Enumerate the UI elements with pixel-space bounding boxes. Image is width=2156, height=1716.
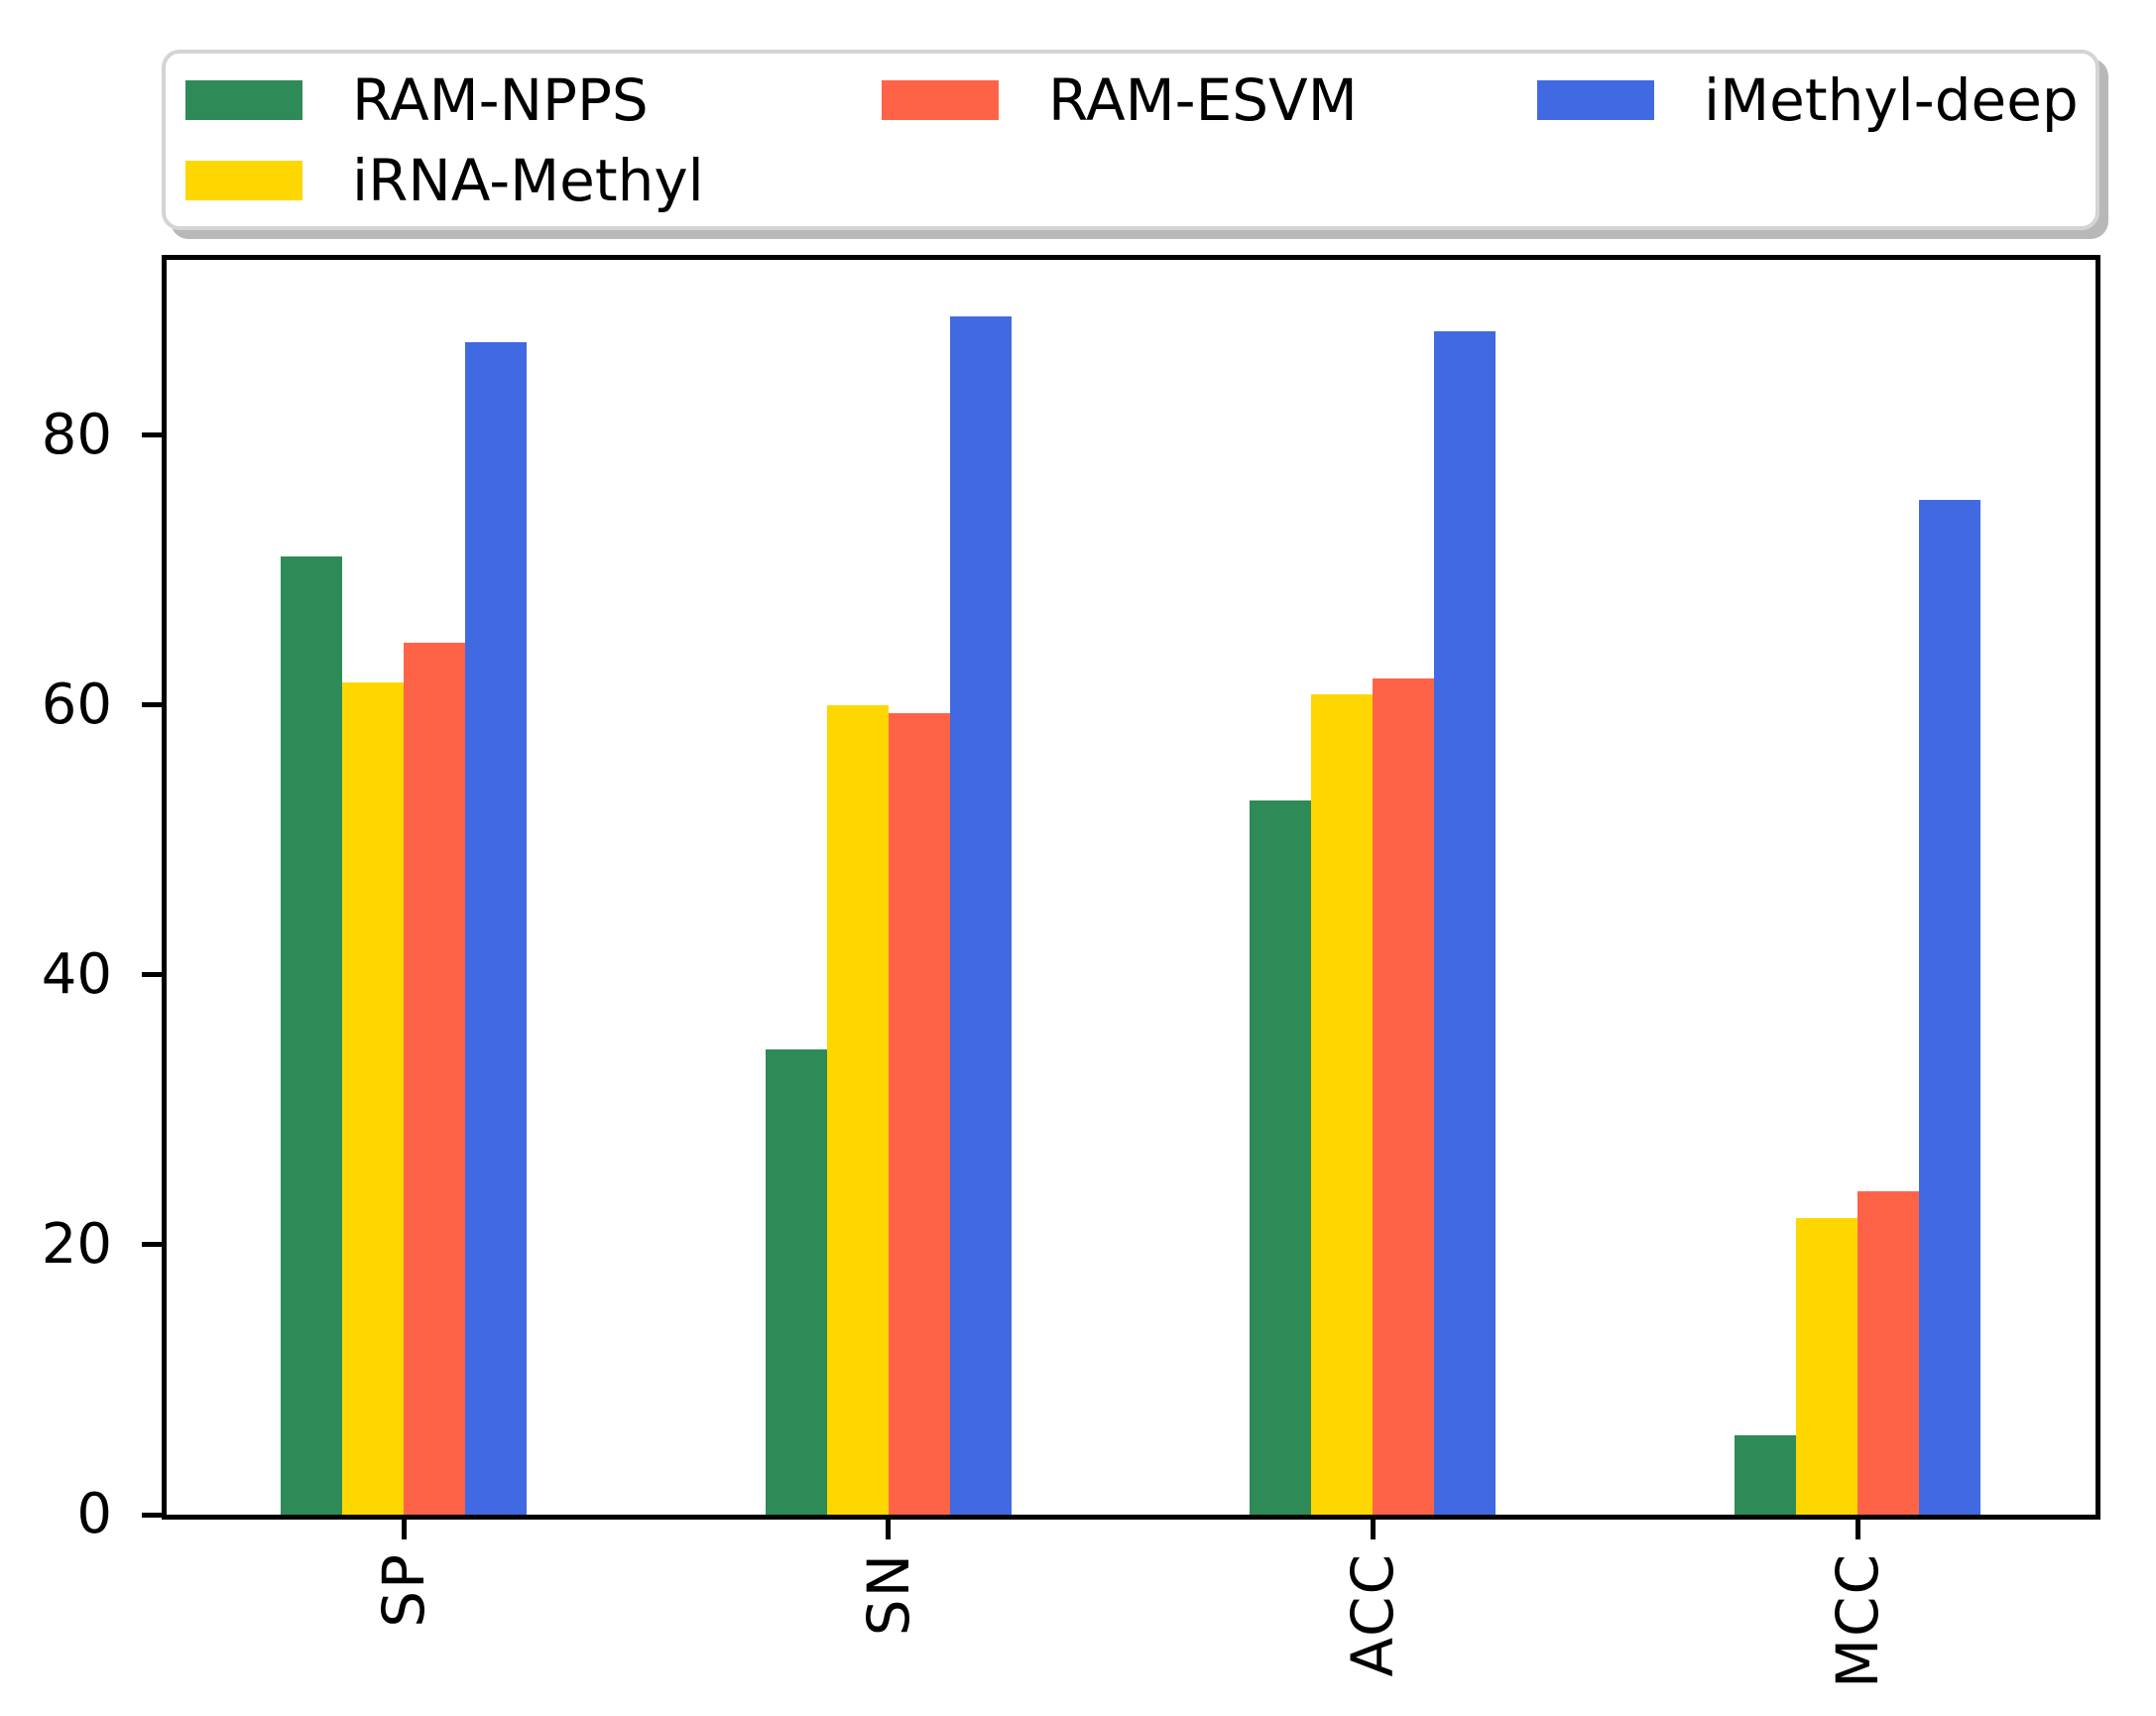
bar-iRNA-Methyl-MCC [1796,1217,1857,1515]
legend-item-iMethyl-deep: iMethyl-deep [1537,60,2096,140]
bar-RAM-ESVM-SN [888,713,950,1515]
bar-RAM-NPPS-ACC [1250,800,1312,1515]
x-tick-label-SP: SP [370,1552,437,1628]
legend-item-RAM-NPPS: RAM-NPPS [185,60,882,140]
x-tick-mark-SP [401,1520,407,1539]
y-tick-label-80: 80 [41,402,112,467]
bar-group-SN [765,260,1012,1515]
legend-label-RAM-ESVM: RAM-ESVM [1048,65,1358,134]
bar-iMethyl-deep-ACC [1434,331,1497,1515]
legend-item-iRNA-Methyl: iRNA-Methyl [185,140,882,220]
legend-item-RAM-ESVM: RAM-ESVM [882,60,1537,140]
bar-group-MCC [1735,260,1980,1515]
legend-swatch-iMethyl-deep [1537,79,1654,120]
y-tick-label-40: 40 [41,941,112,1007]
bar-RAM-NPPS-SP [281,556,342,1515]
bar-group-SP [281,260,527,1515]
bar-iRNA-Methyl-ACC [1311,694,1374,1515]
bar-iRNA-Methyl-SN [826,704,889,1515]
x-tick-mark-MCC [1855,1520,1860,1539]
legend-swatch-RAM-NPPS [185,79,302,120]
bar-iMethyl-deep-SP [465,341,527,1515]
x-tick-label-MCC: MCC [1824,1552,1891,1689]
bar-group-ACC [1250,260,1497,1515]
legend-label-iMethyl-deep: iMethyl-deep [1704,65,2079,134]
bar-iMethyl-deep-SN [949,316,1012,1515]
legend-label-RAM-NPPS: RAM-NPPS [352,65,649,134]
x-tick-label-ACC: ACC [1339,1552,1407,1677]
y-tick-mark-80 [142,432,162,438]
bar-RAM-ESVM-MCC [1857,1190,1919,1515]
y-tick-mark-20 [142,1242,162,1248]
y-tick-label-0: 0 [76,1482,112,1546]
x-tick-label-SN: SN [854,1552,922,1637]
bar-iRNA-Methyl-SP [342,681,404,1515]
bar-RAM-ESVM-SP [404,643,465,1515]
bar-RAM-NPPS-MCC [1735,1434,1796,1515]
y-tick-mark-0 [142,1512,162,1518]
y-tick-mark-40 [142,972,162,978]
y-tick-label-60: 60 [41,672,112,737]
x-tick-mark-SN [886,1520,892,1539]
legend-swatch-iRNA-Methyl [185,160,302,200]
y-tick-label-20: 20 [41,1211,112,1277]
legend: RAM-NPPS RAM-ESVM iMethyl-deep iRNA-Methyl [162,50,2099,230]
plot-area: 0 20 40 60 80 SP SN ACC MCC [42,255,2100,1688]
x-tick-mark-ACC [1370,1520,1376,1539]
bar-RAM-NPPS-SN [765,1048,827,1515]
y-tick-mark-60 [142,702,162,708]
legend-label-iRNA-Methyl: iRNA-Methyl [352,146,704,214]
legend-swatch-RAM-ESVM [882,79,999,120]
bar-iMethyl-deep-MCC [1919,500,1980,1515]
bar-RAM-ESVM-ACC [1373,677,1435,1515]
